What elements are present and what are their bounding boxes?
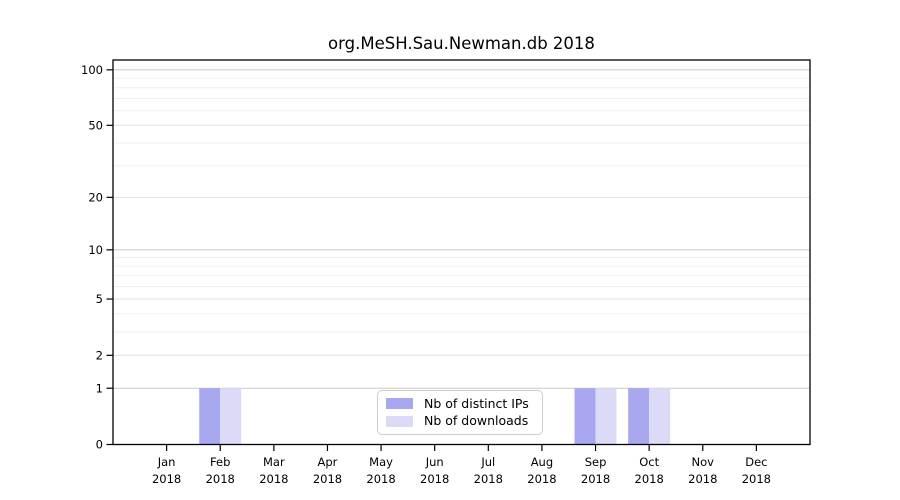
y-tick-label: 50	[88, 119, 103, 133]
x-tick-label-year: 2018	[420, 472, 449, 486]
bar-nb-of-downloads	[220, 388, 242, 445]
x-tick-label-year: 2018	[206, 472, 235, 486]
legend: Nb of distinct IPs Nb of downloads	[377, 390, 543, 435]
x-tick-label-year: 2018	[366, 472, 395, 486]
y-tick-label: 1	[96, 381, 103, 395]
chart-title: org.MeSH.Sau.Newman.db 2018	[328, 34, 595, 53]
legend-label-distinct-ips: Nb of distinct IPs	[424, 395, 529, 411]
x-tick-label-month: Sep	[585, 455, 607, 469]
x-tick-label-year: 2018	[527, 472, 556, 486]
legend-swatch-distinct-ips-icon	[386, 398, 413, 410]
bar-nb-of-distinct-ips	[199, 388, 221, 445]
x-tick-label-month: Jan	[157, 455, 176, 469]
x-tick-label-month: Jun	[425, 455, 444, 469]
bar-nb-of-distinct-ips	[574, 388, 596, 445]
legend-swatch-downloads-icon	[386, 415, 413, 427]
x-tick-label-year: 2018	[474, 472, 503, 486]
x-tick-label-month: Oct	[639, 455, 659, 469]
y-tick-label: 100	[81, 63, 103, 77]
x-tick-label-month: May	[369, 455, 393, 469]
y-tick-label: 20	[88, 191, 103, 205]
plot-frame	[112, 59, 811, 446]
x-tick-label-year: 2018	[581, 472, 610, 486]
x-tick-label-year: 2018	[259, 472, 288, 486]
x-tick-label-month: Mar	[263, 455, 285, 469]
x-tick-label-month: Nov	[692, 455, 715, 469]
y-tick-label: 10	[88, 243, 103, 257]
bar-nb-of-downloads	[595, 388, 617, 445]
y-tick-label: 5	[96, 292, 103, 306]
x-tick-label-month: Apr	[318, 455, 338, 469]
y-tick-label: 2	[96, 349, 103, 363]
x-tick-label-month: Dec	[745, 455, 767, 469]
bar-nb-of-downloads	[649, 388, 671, 445]
bar-nb-of-distinct-ips	[628, 388, 650, 445]
x-tick-label-month: Aug	[531, 455, 553, 469]
x-tick-label-year: 2018	[635, 472, 664, 486]
x-tick-label-year: 2018	[688, 472, 717, 486]
legend-label-downloads: Nb of downloads	[424, 412, 529, 428]
legend-item-downloads: Nb of downloads	[386, 412, 534, 428]
y-tick-label: 0	[96, 438, 103, 452]
x-tick-label-month: Feb	[210, 455, 230, 469]
x-tick-label-year: 2018	[152, 472, 181, 486]
x-tick-label-year: 2018	[313, 472, 342, 486]
x-tick-label-month: Jul	[480, 455, 495, 469]
legend-item-distinct-ips: Nb of distinct IPs	[386, 395, 534, 411]
x-tick-label-year: 2018	[742, 472, 771, 486]
